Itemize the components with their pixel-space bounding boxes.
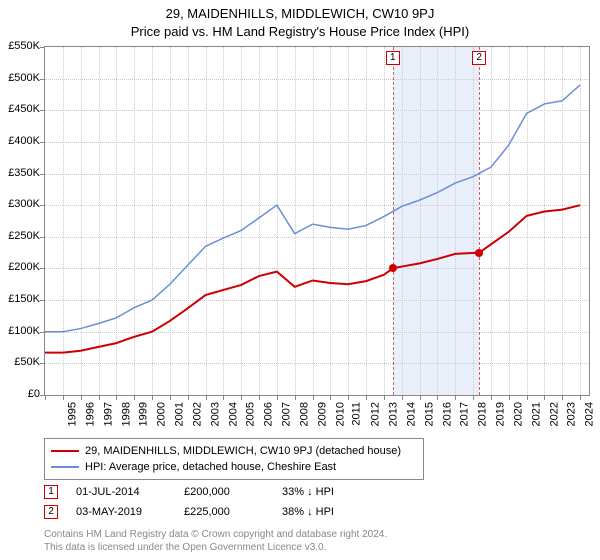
x-axis-label: 2015 xyxy=(423,402,435,426)
y-axis-label: £500K xyxy=(0,72,40,84)
plot-area: 12 xyxy=(44,46,590,396)
legend: 29, MAIDENHILLS, MIDDLEWICH, CW10 9PJ (d… xyxy=(44,438,424,480)
event-dot-2 xyxy=(475,249,483,257)
x-axis-label: 2001 xyxy=(174,402,186,426)
event-badge-top-1: 1 xyxy=(386,51,400,65)
footer-line1: Contains HM Land Registry data © Crown c… xyxy=(44,528,387,541)
y-axis-label: £200K xyxy=(0,261,40,273)
event-badge-2: 2 xyxy=(44,505,58,519)
x-axis-label: 2005 xyxy=(245,402,257,426)
x-axis-label: 2024 xyxy=(584,402,596,426)
y-axis-label: £450K xyxy=(0,103,40,115)
event-row-2: 2 03-MAY-2019 £225,000 38% ↓ HPI xyxy=(44,502,334,522)
chart-container: 29, MAIDENHILLS, MIDDLEWICH, CW10 9PJ Pr… xyxy=(0,0,600,560)
x-axis-label: 2021 xyxy=(530,402,542,426)
x-axis-label: 2008 xyxy=(298,402,310,426)
x-axis-label: 2018 xyxy=(477,402,489,426)
x-axis-label: 2002 xyxy=(191,402,203,426)
y-axis-label: £0 xyxy=(0,388,40,400)
x-axis-label: 1997 xyxy=(102,402,114,426)
x-axis-label: 2022 xyxy=(548,402,560,426)
event-badge-1: 1 xyxy=(44,485,58,499)
x-axis-label: 2014 xyxy=(405,402,417,426)
event-date-1: 01-JUL-2014 xyxy=(76,486,166,498)
x-axis-label: 2012 xyxy=(370,402,382,426)
event-date-2: 03-MAY-2019 xyxy=(76,506,166,518)
y-axis-label: £150K xyxy=(0,293,40,305)
legend-row-property: 29, MAIDENHILLS, MIDDLEWICH, CW10 9PJ (d… xyxy=(51,443,417,459)
legend-swatch-hpi xyxy=(51,466,79,468)
event-delta-2: 38% ↓ HPI xyxy=(282,506,334,518)
x-axis-label: 2000 xyxy=(156,402,168,426)
event-row-1: 1 01-JUL-2014 £200,000 33% ↓ HPI xyxy=(44,482,334,502)
footer-line2: This data is licensed under the Open Gov… xyxy=(44,541,387,554)
legend-label-hpi: HPI: Average price, detached house, Ches… xyxy=(85,459,336,475)
x-axis-label: 1996 xyxy=(84,402,96,426)
x-axis-label: 2003 xyxy=(209,402,221,426)
series-line-hpi xyxy=(45,85,580,332)
footer-note: Contains HM Land Registry data © Crown c… xyxy=(44,528,387,554)
legend-swatch-property xyxy=(51,450,79,452)
events-table: 1 01-JUL-2014 £200,000 33% ↓ HPI 2 03-MA… xyxy=(44,482,334,522)
x-axis-label: 2017 xyxy=(459,402,471,426)
x-axis-label: 1998 xyxy=(120,402,132,426)
x-axis-label: 2016 xyxy=(441,402,453,426)
legend-label-property: 29, MAIDENHILLS, MIDDLEWICH, CW10 9PJ (d… xyxy=(85,443,401,459)
y-axis-label: £300K xyxy=(0,198,40,210)
chart-lines-svg xyxy=(45,47,589,395)
y-axis-label: £350K xyxy=(0,167,40,179)
event-price-2: £225,000 xyxy=(184,506,264,518)
x-axis-label: 1995 xyxy=(66,402,78,426)
y-axis-label: £250K xyxy=(0,230,40,242)
y-axis-label: £550K xyxy=(0,40,40,52)
chart-title-line1: 29, MAIDENHILLS, MIDDLEWICH, CW10 9PJ xyxy=(0,6,600,21)
event-price-1: £200,000 xyxy=(184,486,264,498)
x-axis-label: 2020 xyxy=(512,402,524,426)
x-axis-label: 2009 xyxy=(316,402,328,426)
legend-row-hpi: HPI: Average price, detached house, Ches… xyxy=(51,459,417,475)
x-axis-label: 2006 xyxy=(263,402,275,426)
x-axis-label: 2023 xyxy=(566,402,578,426)
x-axis-label: 2019 xyxy=(495,402,507,426)
y-axis-label: £100K xyxy=(0,325,40,337)
x-axis-label: 2010 xyxy=(334,402,346,426)
y-axis-label: £400K xyxy=(0,135,40,147)
event-badge-top-2: 2 xyxy=(472,51,486,65)
x-axis-label: 2004 xyxy=(227,402,239,426)
event-delta-1: 33% ↓ HPI xyxy=(282,486,334,498)
x-axis-label: 2007 xyxy=(281,402,293,426)
y-axis-label: £50K xyxy=(0,356,40,368)
x-axis-label: 1999 xyxy=(138,402,150,426)
x-axis-label: 2011 xyxy=(351,402,363,426)
chart-title-line2: Price paid vs. HM Land Registry's House … xyxy=(0,24,600,39)
x-axis-label: 2013 xyxy=(388,402,400,426)
series-line-property xyxy=(45,205,580,352)
event-dot-1 xyxy=(389,264,397,272)
